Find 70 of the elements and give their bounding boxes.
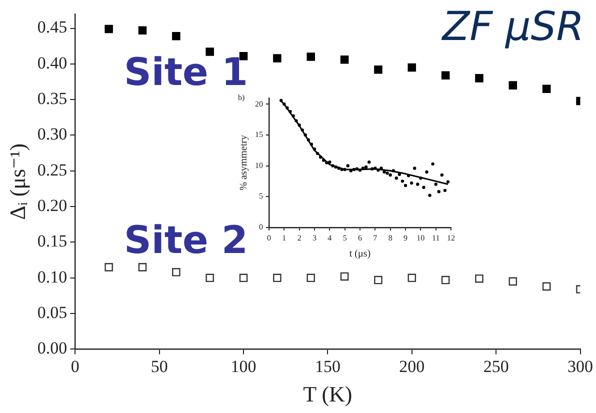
point <box>374 65 382 74</box>
y-tick-label: 0.20 <box>37 196 68 216</box>
y-tick-label: 0.35 <box>37 89 68 108</box>
point <box>340 272 349 281</box>
point <box>441 276 450 284</box>
point <box>306 52 315 61</box>
point <box>172 32 180 40</box>
y-tick-label: 0.45 <box>37 18 68 37</box>
point <box>542 84 551 94</box>
x-tick-label: 250 <box>483 356 509 376</box>
point <box>306 274 315 282</box>
x-tick-label: 50 <box>150 356 168 376</box>
x-tick-label: 4 <box>328 233 332 242</box>
point <box>508 81 518 90</box>
x-tick-label: 200 <box>399 356 425 376</box>
y-tick-label: 0.25 <box>37 160 68 180</box>
x-axis-title: T (K) <box>303 382 352 407</box>
point <box>138 263 147 272</box>
x-tick-label: 5 <box>342 233 347 242</box>
x-tick-label: 10 <box>416 233 425 242</box>
point <box>273 54 282 62</box>
x-tick-label: 9 <box>404 233 408 242</box>
point <box>206 274 214 282</box>
y-axis-title: % asymmetry <box>238 135 250 190</box>
y-tick-label: 0.10 <box>37 267 68 286</box>
y-tick-label: 0.05 <box>37 303 68 322</box>
y-tick-label: 10 <box>255 160 263 170</box>
point <box>239 274 248 282</box>
x-tick-label: 7 <box>373 233 378 242</box>
y-tick-label: 20 <box>255 99 263 108</box>
y-tick-label: 0.15 <box>37 232 68 251</box>
x-tick-label: 0 <box>70 356 80 376</box>
x-tick-label: 100 <box>230 356 256 376</box>
point <box>206 48 214 56</box>
y-tick-label: 0.40 <box>37 53 68 72</box>
y-tick-label: 15 <box>255 130 263 140</box>
x-tick-label: 8 <box>388 233 392 242</box>
point <box>172 268 180 276</box>
point <box>273 274 282 282</box>
x-tick-label: 11 <box>432 233 440 242</box>
y-tick-label: 0 <box>259 222 263 232</box>
point <box>408 274 416 282</box>
point <box>340 56 349 64</box>
x-tick-label: 2 <box>297 233 302 242</box>
point <box>441 71 450 80</box>
point <box>475 274 484 283</box>
point <box>374 276 382 284</box>
point <box>104 263 113 272</box>
point <box>138 26 147 35</box>
x-tick-label: 3 <box>312 233 316 242</box>
point <box>104 24 113 34</box>
point <box>508 277 518 286</box>
y-tick-label: 0.00 <box>37 338 68 358</box>
x-tick-label: 12 <box>447 233 455 242</box>
annotation: b) <box>238 93 245 102</box>
x-tick-label: 1 <box>282 233 286 242</box>
chart-title: ZF μSR <box>442 4 584 50</box>
x-tick-label: 150 <box>314 356 340 376</box>
series-label: Site 1 <box>124 50 248 94</box>
y-tick-label: 0.30 <box>37 124 68 144</box>
y-axis-title: Δᵢ (μs⁻¹) <box>4 143 30 220</box>
x-tick-label: 0 <box>267 233 271 242</box>
point <box>542 282 551 291</box>
y-tick-label: 5 <box>259 192 263 201</box>
x-tick-label: 300 <box>568 356 593 376</box>
point <box>408 63 416 72</box>
series-label: Site 2 <box>124 218 248 262</box>
x-axis-title: t (μs) <box>349 248 371 260</box>
x-tick-label: 6 <box>358 233 362 242</box>
point <box>475 74 484 82</box>
